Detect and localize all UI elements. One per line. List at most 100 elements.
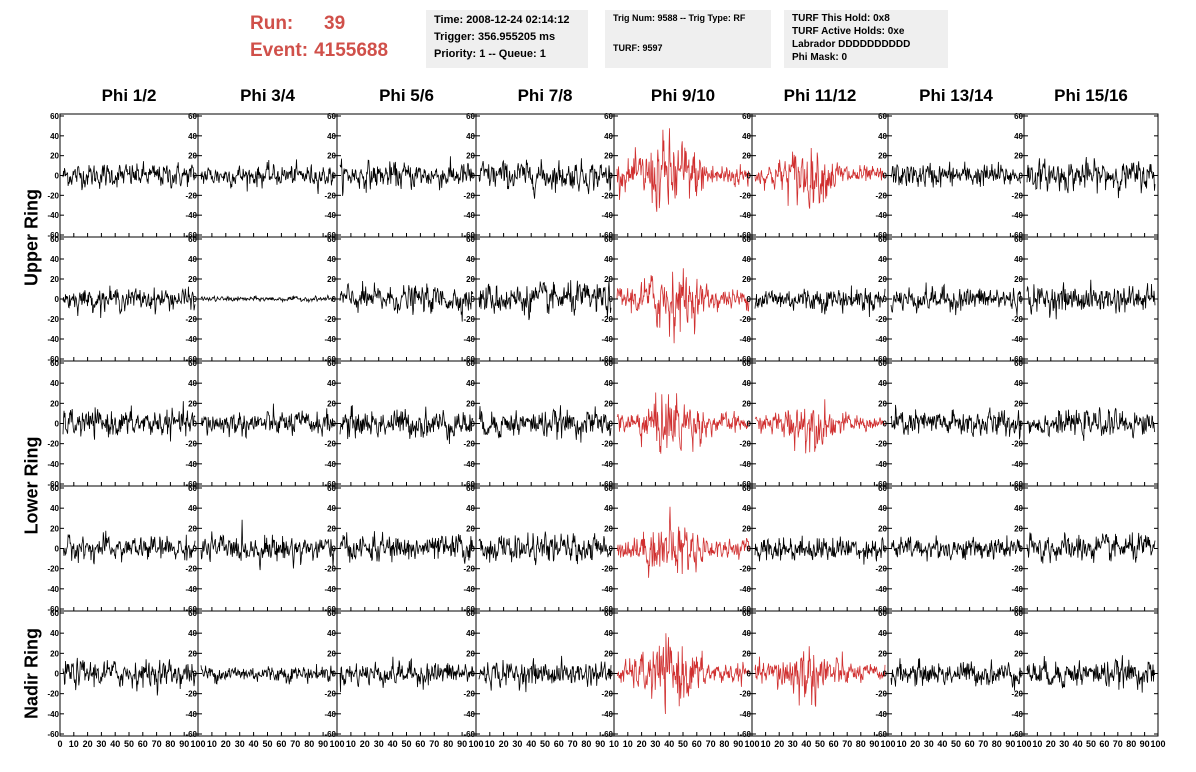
panel-frame	[336, 113, 477, 238]
y-tick-label: -60	[875, 730, 887, 739]
y-tick-label: -20	[185, 440, 197, 449]
y-tick-label: -40	[463, 710, 475, 719]
x-tick-label: 40	[110, 739, 120, 749]
y-tick-label: 60	[1014, 112, 1023, 121]
x-tick-label: 30	[924, 739, 934, 749]
panel-r1-c7: -60 -40 -20 0 20 40 60	[1011, 235, 1159, 364]
y-tick-label: -60	[875, 355, 887, 364]
waveform-trace	[339, 156, 474, 196]
turf-active-line: TURF Active Holds: 0xe	[792, 26, 905, 37]
panel-r0-c7: -60 -40 -20 0 20 40 60	[1011, 112, 1159, 240]
turf-line: TURF: 9597	[613, 43, 663, 53]
x-tick-label: 100	[1150, 739, 1165, 749]
waveform-trace	[478, 655, 612, 693]
y-tick-label: -60	[463, 231, 475, 240]
y-tick-label: 0	[332, 295, 337, 304]
y-tick-label: 0	[1019, 172, 1024, 181]
y-tick-label: -60	[463, 605, 475, 614]
y-tick-label: 0	[193, 172, 198, 181]
y-tick-label: 0	[1019, 545, 1024, 554]
y-tick-label: 0	[471, 545, 476, 554]
y-tick-label: -60	[875, 480, 887, 489]
y-tick-label: 20	[604, 275, 613, 284]
y-tick-label: 20	[466, 399, 475, 408]
event-label: Event:	[250, 40, 309, 61]
panel-r3-c0: -60 -40 -20 0 20 40 60	[47, 484, 199, 614]
y-tick-label: -20	[463, 440, 475, 449]
y-tick-label: -20	[463, 565, 475, 574]
panel-r1-c5: -60 -40 -20 0 20 40 60	[739, 235, 889, 364]
x-tick-label: 90	[179, 739, 189, 749]
y-tick-label: -60	[1011, 480, 1023, 489]
y-tick-label: -20	[47, 191, 59, 200]
x-tick-label: 70	[152, 739, 162, 749]
x-tick-label: 50	[540, 739, 550, 749]
panel-r2-c6: -60 -40 -20 0 20 40 60	[875, 359, 1025, 489]
panel-r1-c3: -60 -40 -20 0 20 40 60	[463, 235, 615, 364]
waveform-trace	[890, 282, 1022, 317]
waveform-trace	[62, 285, 196, 319]
panel-r0-c3: -60 -40 -20 0 20 40 60	[463, 112, 615, 240]
y-tick-label: 0	[332, 172, 337, 181]
y-tick-label: 40	[188, 255, 197, 264]
y-tick-label: 60	[604, 609, 613, 618]
y-tick-label: 60	[1014, 359, 1023, 368]
y-tick-label: 40	[50, 132, 59, 141]
y-tick-label: -40	[463, 335, 475, 344]
y-tick-label: -60	[601, 480, 613, 489]
x-tick-label: 40	[526, 739, 536, 749]
y-tick-label: -60	[185, 605, 197, 614]
y-tick-label: 0	[883, 420, 888, 429]
y-tick-label: 60	[188, 484, 197, 493]
panel-r0-c2: -60 -40 -20 0 20 40 60	[324, 112, 477, 240]
x-tick-label: 30	[512, 739, 522, 749]
x-tick-label: 60	[415, 739, 425, 749]
y-tick-label: 40	[1014, 629, 1023, 638]
y-tick-label: 20	[1014, 649, 1023, 658]
y-tick-label: 0	[55, 670, 60, 679]
y-tick-label: 40	[878, 379, 887, 388]
y-tick-label: 40	[327, 379, 336, 388]
y-tick-label: -40	[463, 460, 475, 469]
y-tick-label: -60	[601, 355, 613, 364]
y-tick-label: 60	[1014, 235, 1023, 244]
x-tick-label: 70	[1113, 739, 1123, 749]
y-tick-label: 0	[883, 295, 888, 304]
y-tick-label: -40	[1011, 335, 1023, 344]
x-tick-label: 40	[801, 739, 811, 749]
y-tick-label: -40	[324, 211, 336, 220]
x-tick-label: 20	[499, 739, 509, 749]
panel-r2-c4: -60 -40 -20 0 20 40 60	[601, 359, 753, 489]
y-tick-label: -40	[739, 335, 751, 344]
y-tick-label: 20	[327, 649, 336, 658]
y-tick-label: -60	[739, 480, 751, 489]
y-tick-label: 20	[466, 524, 475, 533]
y-tick-label: -40	[47, 335, 59, 344]
y-tick-label: -40	[739, 585, 751, 594]
x-tick-label: 30	[374, 739, 384, 749]
waveform-trace	[1026, 532, 1156, 564]
panel-r0-c5: -60 -40 -20 0 20 40 60	[739, 112, 889, 240]
waveform-trace	[478, 158, 612, 199]
y-tick-label: -40	[1011, 460, 1023, 469]
x-tick-label: 70	[429, 739, 439, 749]
y-tick-label: -20	[739, 191, 751, 200]
y-tick-label: 60	[604, 112, 613, 121]
y-tick-label: 20	[50, 152, 59, 161]
y-tick-label: -40	[47, 710, 59, 719]
x-tick-label: 10	[897, 739, 907, 749]
waveform-trace	[62, 657, 196, 696]
y-tick-label: -60	[739, 605, 751, 614]
panel-r3-c3: -60 -40 -20 0 20 40 60	[463, 484, 615, 614]
y-tick-label: 20	[742, 649, 751, 658]
waveform-trace	[339, 280, 474, 322]
panel-r2-c1: -60 -40 -20 0 20 40 60	[185, 359, 338, 489]
x-tick-label: 40	[249, 739, 259, 749]
y-tick-label: 40	[604, 132, 613, 141]
y-tick-label: 40	[1014, 379, 1023, 388]
x-tick-label: 20	[83, 739, 93, 749]
y-tick-label: 60	[604, 235, 613, 244]
y-tick-label: 20	[327, 524, 336, 533]
x-tick-label: 10	[69, 739, 79, 749]
